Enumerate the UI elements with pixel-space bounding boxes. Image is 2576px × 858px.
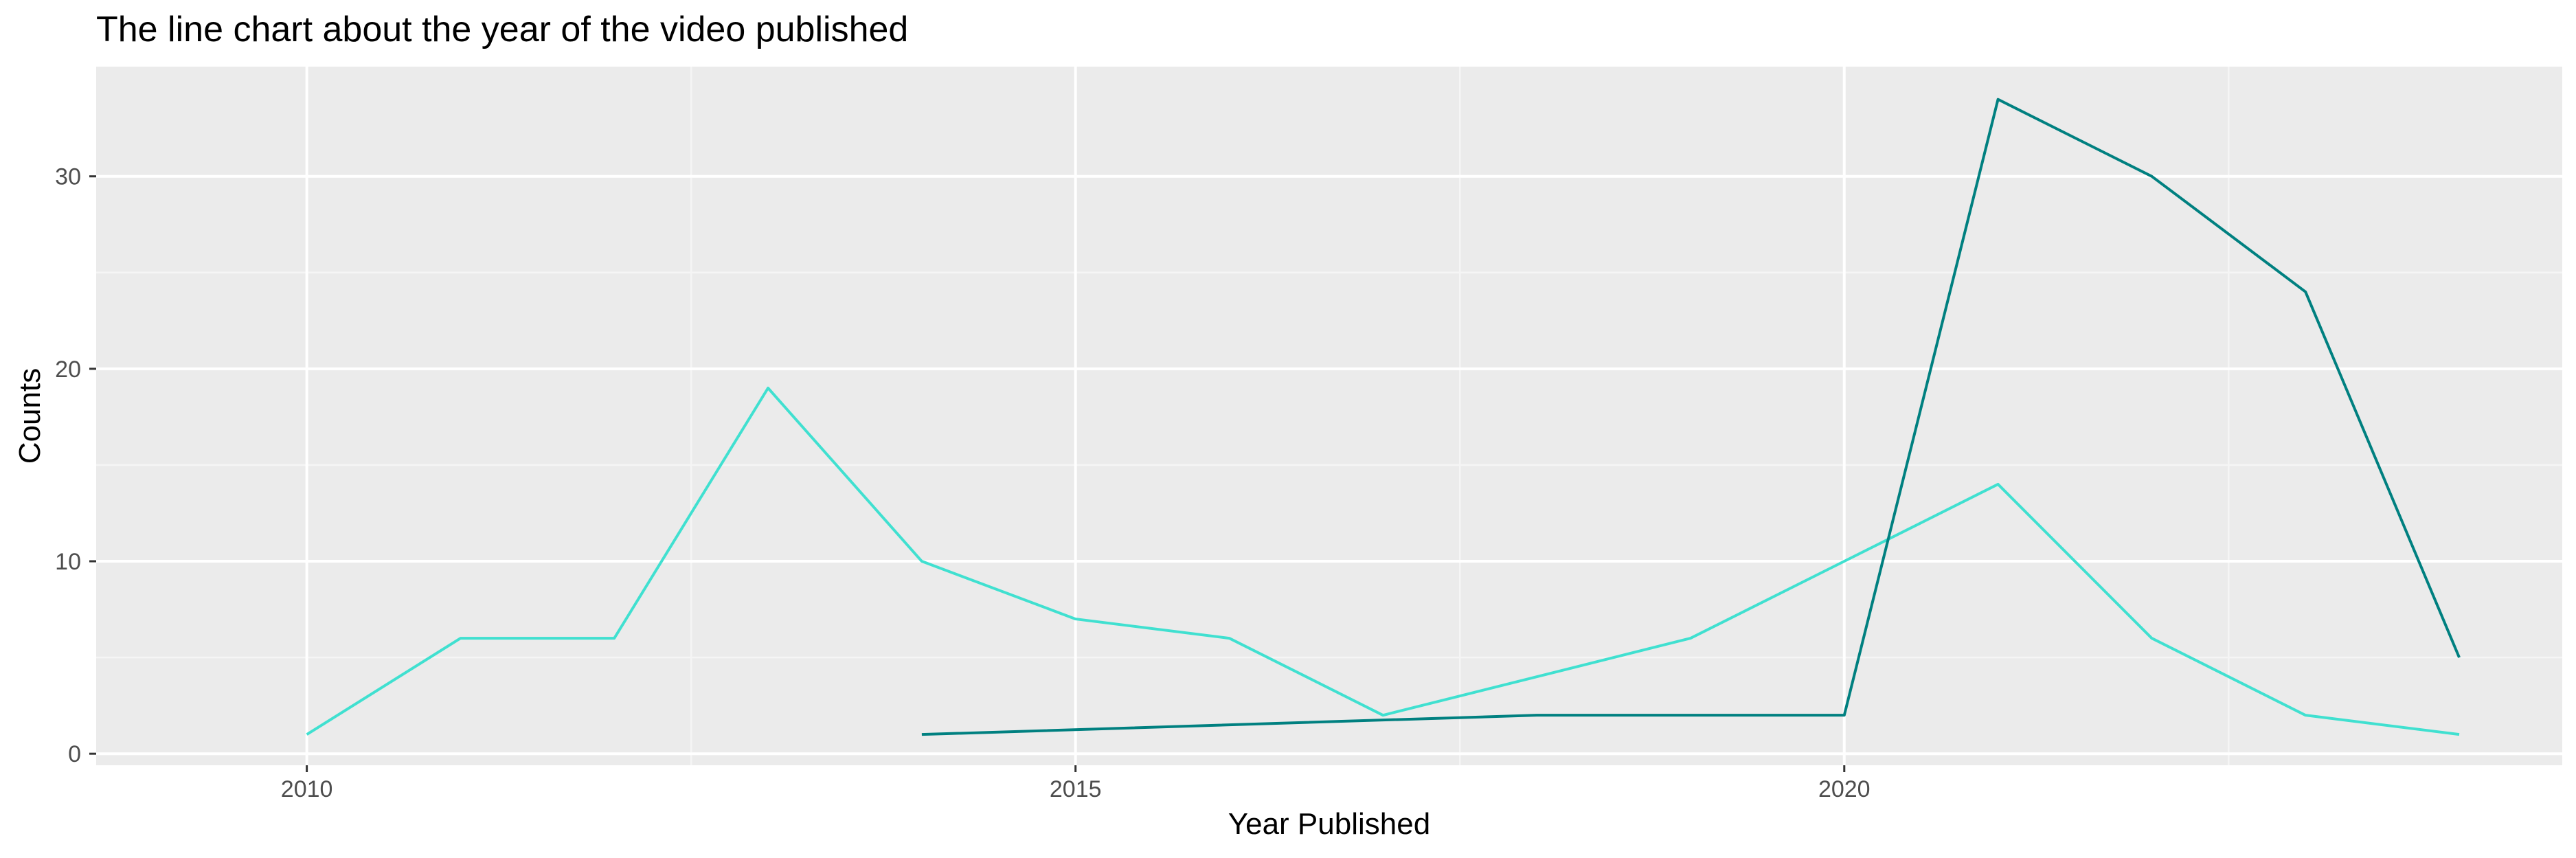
y-tick-label: 0 [68, 741, 81, 767]
tick-labels: 2010 2015 2020 0 10 20 30 [55, 164, 1870, 802]
series-layer [306, 98, 2461, 736]
minor-gridlines [96, 67, 2562, 765]
series-line-2 [921, 98, 2461, 736]
x-tick-label: 2015 [1050, 776, 1102, 802]
y-axis-title: Counts [13, 368, 47, 464]
plot-panel [96, 67, 2562, 765]
y-tick-label: 20 [55, 357, 81, 383]
x-tick-label: 2010 [281, 776, 333, 802]
x-tick-label: 2020 [1818, 776, 1871, 802]
series-line-1 [306, 386, 2460, 736]
y-tick-label: 10 [55, 549, 81, 575]
x-axis-title: Year Published [1228, 807, 1430, 841]
y-tick-label: 30 [55, 164, 81, 190]
axis-ticks [89, 175, 1846, 772]
chart-title: The line chart about the year of the vid… [96, 10, 908, 49]
